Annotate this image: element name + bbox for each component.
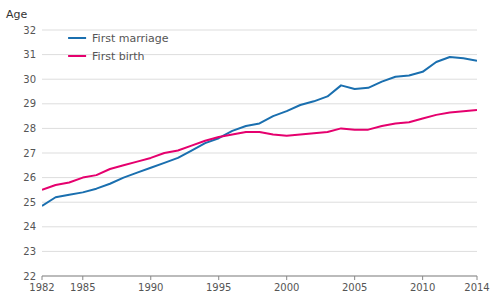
y-grid: [42, 30, 477, 276]
x-tick-label: 1982: [29, 282, 54, 293]
x-tick-label: 2014: [464, 282, 489, 293]
grid-line: [42, 30, 477, 31]
grid-line: [42, 177, 477, 178]
x-tick: [286, 276, 287, 280]
legend-label: First birth: [92, 50, 145, 63]
grid-line: [42, 103, 477, 104]
series-line: [42, 57, 477, 206]
grid-line: [42, 226, 477, 227]
y-tick-label: 28: [23, 123, 36, 134]
grid-line: [42, 128, 477, 129]
y-tick-label: 29: [23, 98, 36, 109]
legend-label: First marriage: [92, 32, 169, 45]
x-tick: [354, 276, 355, 280]
x-tick-label: 1995: [206, 282, 231, 293]
grid-line: [42, 79, 477, 80]
chart: 22 23 24 25 26 27 28 29 30 31 32 1982 1985 1990 1995 20…: [0, 0, 491, 302]
series-line: [42, 110, 477, 190]
y-tick-label: 24: [23, 221, 36, 232]
x-tick: [42, 276, 43, 280]
x-tick: [150, 276, 151, 280]
x-tick: [82, 276, 83, 280]
x-axis: [42, 276, 477, 277]
legend-swatch: [68, 55, 86, 57]
legend-swatch: [68, 37, 86, 39]
y-tick-label: 30: [23, 74, 36, 85]
y-axis-label: Age: [6, 8, 28, 21]
y-tick-label: 25: [23, 197, 36, 208]
grid-line: [42, 202, 477, 203]
legend: First marriage First birth: [68, 32, 169, 63]
x-tick: [422, 276, 423, 280]
lines: [42, 57, 477, 206]
grid-line: [42, 276, 477, 277]
y-tick-label: 32: [23, 25, 36, 36]
grid-line: [42, 153, 477, 154]
y-tick-label: 26: [23, 172, 36, 183]
y-tick-label: 31: [23, 49, 36, 60]
x-tick-label: 1985: [70, 282, 95, 293]
x-tick-label: 2010: [410, 282, 435, 293]
x-tick-label: 1990: [138, 282, 163, 293]
y-tick-label: 27: [23, 148, 36, 159]
y-tick-label: 23: [23, 246, 36, 257]
x-tick-label: 2000: [274, 282, 299, 293]
x-tick: [477, 276, 478, 280]
x-tick-label: 2005: [342, 282, 367, 293]
grid-line: [42, 251, 477, 252]
y-tick-label: 22: [23, 271, 36, 282]
x-tick: [218, 276, 219, 280]
